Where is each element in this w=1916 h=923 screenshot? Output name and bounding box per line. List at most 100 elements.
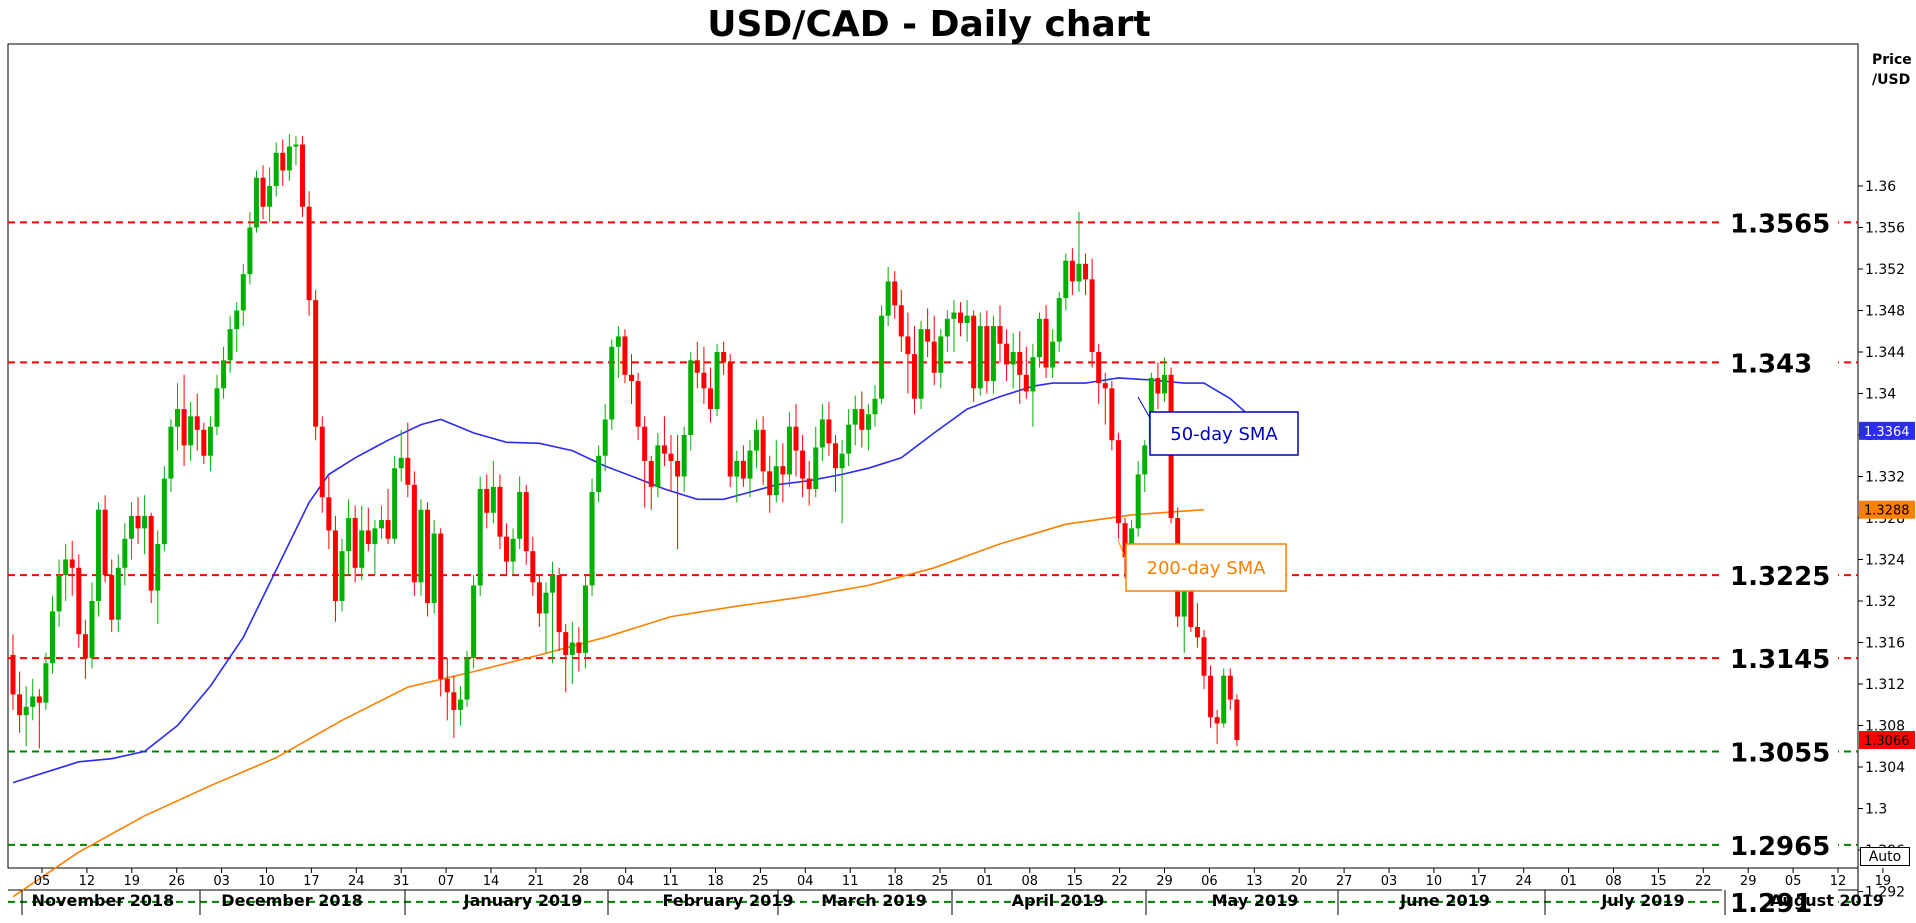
candle-body [661,445,667,454]
y-tick-label: 1.344 [1865,345,1905,361]
x-tick-label: 18 [707,874,724,889]
sma50-annotation-box [1149,411,1299,456]
x-month-label: January 2019 [463,891,583,910]
auto-scale-button[interactable]: Auto [1860,847,1910,866]
candle-body [286,146,292,171]
candle-body [23,706,29,716]
candle-body [306,206,312,301]
y-unit-label: /USD [1872,72,1910,88]
price-badge [1859,731,1915,750]
y-tick-label: 1.308 [1865,719,1905,735]
candle-body [1155,377,1161,394]
candle-body [905,336,911,355]
candle-body [1010,352,1016,365]
candle-body [497,486,503,537]
level-label-bg [1722,344,1838,379]
x-tick-label: 07 [438,874,455,889]
candle-body [490,486,496,513]
x-tick-label: 31 [393,874,410,889]
x-tick-label: 08 [1022,874,1039,889]
candle-body [1056,298,1062,342]
x-tick-label: 15 [1066,874,1083,889]
candle-body [813,447,819,489]
candle-body [767,471,773,496]
candle-body [747,450,753,479]
candle-body [1188,580,1194,627]
candle-body [1030,357,1036,392]
candle-body [135,515,141,529]
candle-body [194,416,200,430]
plot-frame [7,43,1859,869]
candle-body [1142,445,1148,475]
x-tick-label: 04 [797,874,814,889]
candle-body [471,585,477,659]
candle-body [438,533,444,679]
candle-body [280,152,286,171]
candle-body [727,362,733,477]
x-tick-label: 28 [573,874,590,889]
candle-body [273,152,279,186]
candle-body [109,575,115,620]
x-month-label: August 2019 [1770,891,1884,910]
x-tick-label: 25 [752,874,769,889]
candle-body [694,360,700,373]
x-tick-label: 26 [168,874,185,889]
price-badge [1859,500,1915,519]
y-tick-label: 1.312 [1865,677,1905,693]
candle-body [675,460,681,477]
x-tick-label: 17 [1471,874,1488,889]
candle-body [1234,699,1240,741]
candle-body [161,478,167,544]
candle-body [207,426,213,456]
candle-body [826,419,832,444]
x-tick-label: 24 [348,874,365,889]
candle-body [642,426,648,461]
candle-body [69,559,75,568]
x-tick-label: 29 [1156,874,1173,889]
candle-body [760,429,766,472]
candle-body [655,445,661,487]
candle-body [1017,352,1023,375]
candle-body [221,360,227,389]
x-month-label: February 2019 [662,891,793,910]
candle-body [1162,374,1167,394]
candle-body [536,582,542,614]
candle-body [780,466,786,475]
level-label-bg [1722,640,1838,675]
candle-body [392,468,398,539]
candle-body [668,453,674,461]
candle-body [115,567,121,620]
x-tick-label: 03 [1381,874,1398,889]
candles-group [10,134,1240,749]
y-unit-label: Price [1872,52,1912,68]
candle-body [30,696,36,707]
level-label: 1.3225 [1730,562,1830,592]
candle-body [971,315,977,389]
candle-body [582,585,588,653]
candle-body [629,374,635,382]
x-month-label: June 2019 [1399,891,1490,910]
price-badge-label: 1.3288 [1864,504,1910,519]
y-tick-label: 1.324 [1865,553,1905,569]
sma50-callout-line [1137,396,1151,419]
candle-body [833,443,838,469]
candle-body [1076,263,1082,282]
candle-body [872,398,878,415]
candle-body [425,509,431,604]
candle-body [707,388,713,410]
candle-body [911,354,917,399]
candle-body [201,429,207,456]
candle-body [1083,263,1089,280]
candle-body [1089,279,1095,352]
candle-body [332,530,338,601]
y-tick-label: 1.304 [1865,760,1905,776]
candle-body [346,518,352,552]
x-tick-label: 01 [1560,874,1577,889]
candle-body [175,409,180,427]
candle-body [76,567,82,635]
candle-body [839,453,845,469]
level-label-bg [1722,883,1838,918]
sma-line [12,377,1264,784]
